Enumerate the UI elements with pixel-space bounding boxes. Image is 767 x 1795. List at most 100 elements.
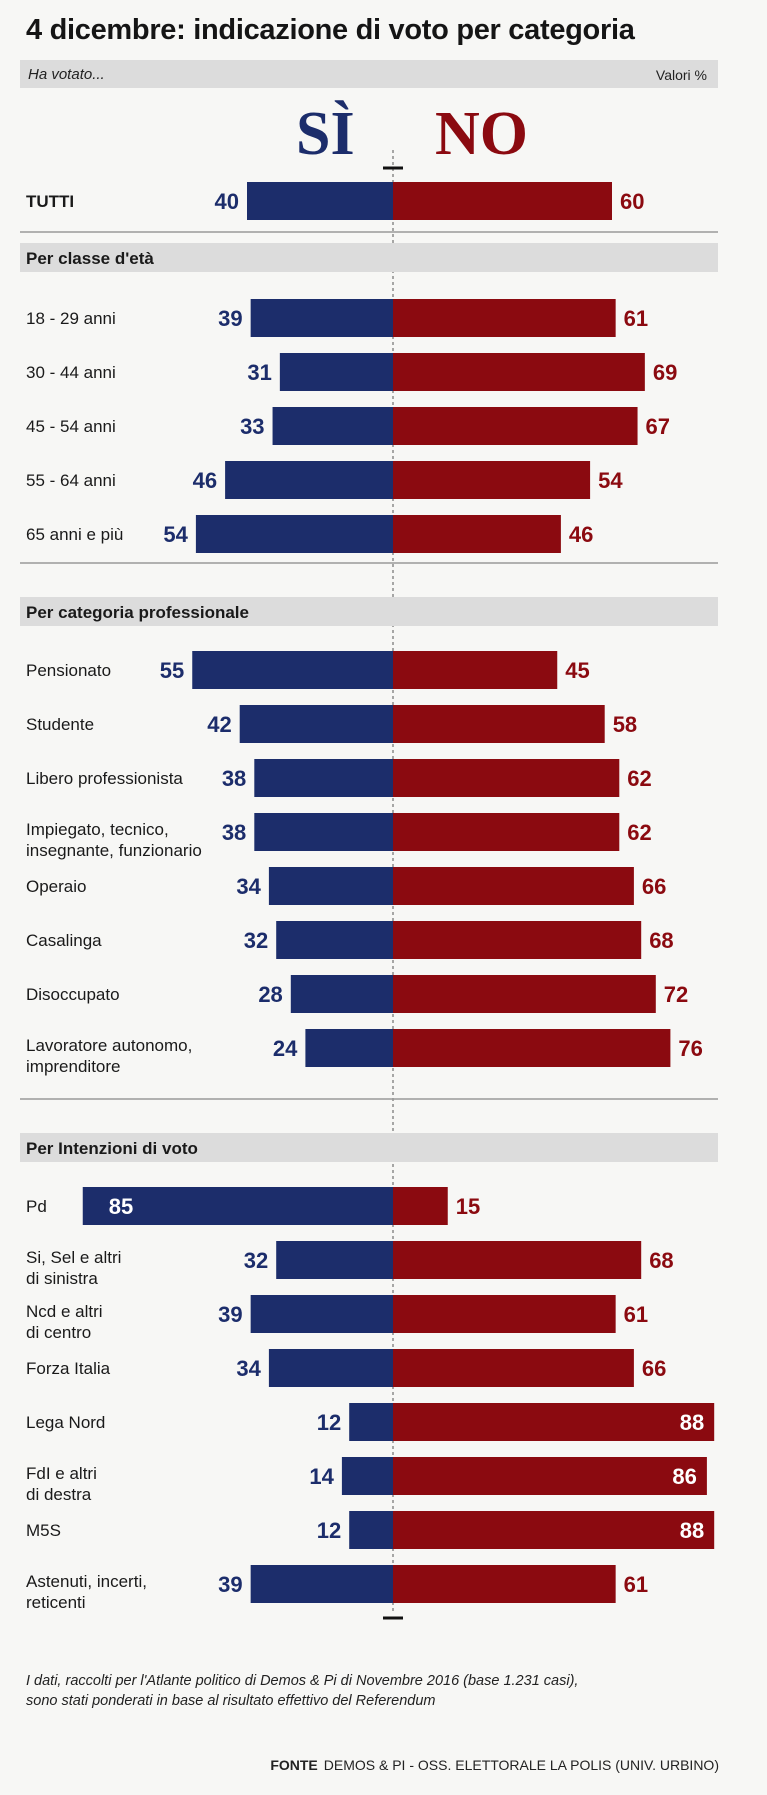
- group-age-header-bar: [20, 243, 718, 272]
- legend-yes: SÌ: [296, 100, 355, 168]
- bar-no: [393, 651, 558, 689]
- bar-yes: [250, 299, 393, 337]
- bar-no: [393, 813, 620, 851]
- bar-no: [393, 182, 612, 220]
- value-yes: 39: [218, 1572, 242, 1597]
- value-yes: 32: [244, 1248, 268, 1273]
- value-no: 61: [624, 306, 648, 331]
- bar-no: [393, 1403, 715, 1441]
- bar-no: [393, 1029, 671, 1067]
- unit-label: Valori %: [655, 67, 707, 83]
- source: FONTE DEMOS & PI - OSS. ELETTORALE LA POL…: [270, 1757, 719, 1773]
- value-no: 68: [649, 928, 673, 953]
- value-no: 68: [649, 1248, 673, 1273]
- group-profession-title: Per categoria professionale: [26, 603, 249, 622]
- value-no: 66: [642, 1356, 666, 1381]
- value-yes: 31: [247, 360, 271, 385]
- bar-yes: [82, 1187, 393, 1225]
- bar-yes: [272, 407, 393, 445]
- category-label: Libero professionista: [26, 769, 183, 788]
- value-yes: 55: [160, 658, 184, 683]
- value-yes: 24: [273, 1036, 298, 1061]
- value-no: 69: [653, 360, 677, 385]
- value-yes: 34: [236, 1356, 261, 1381]
- value-no: 54: [598, 468, 623, 493]
- bar-yes: [305, 1029, 393, 1067]
- value-yes: 39: [218, 1302, 242, 1327]
- value-no: 88: [680, 1518, 704, 1543]
- bar-yes: [349, 1511, 393, 1549]
- bar-yes: [192, 651, 393, 689]
- category-label: Si, Sel e altri: [26, 1248, 121, 1267]
- value-yes: 14: [309, 1464, 334, 1489]
- bar-no: [393, 975, 656, 1013]
- bar-yes: [195, 515, 393, 553]
- bar-yes: [254, 813, 393, 851]
- bar-no: [393, 759, 620, 797]
- value-no: 61: [624, 1302, 648, 1327]
- group-profession-header-bar: [20, 597, 718, 626]
- category-label: Impiegato, tecnico,: [26, 820, 169, 839]
- category-label: Disoccupato: [26, 985, 120, 1004]
- value-no: 46: [569, 522, 593, 547]
- value-yes: 85: [109, 1194, 133, 1219]
- bar-no: [393, 867, 634, 905]
- group-age-title: Per classe d'età: [26, 249, 154, 268]
- category-label: TUTTI: [26, 192, 74, 211]
- chart-title: 4 dicembre: indicazione di voto per cate…: [26, 14, 635, 46]
- footnote-line-1: I dati, raccolti per l'Atlante politico …: [26, 1673, 579, 1689]
- bar-no: [393, 353, 645, 391]
- group-voting-intention-header-bar: [20, 1133, 718, 1162]
- category-label: reticenti: [26, 1593, 86, 1612]
- category-label: Pd: [26, 1197, 47, 1216]
- bar-no: [393, 1565, 616, 1603]
- bar-no: [393, 705, 605, 743]
- bar-no: [393, 1187, 448, 1225]
- value-no: 72: [664, 982, 688, 1007]
- category-label: Pensionato: [26, 661, 111, 680]
- value-yes: 54: [163, 522, 188, 547]
- bar-no: [393, 461, 591, 499]
- bar-yes: [225, 461, 393, 499]
- subtitle: Ha votato...: [28, 66, 105, 83]
- bar-no: [393, 1241, 642, 1279]
- category-label: di destra: [26, 1485, 92, 1504]
- value-yes: 33: [240, 414, 264, 439]
- value-no: 66: [642, 874, 666, 899]
- category-label: M5S: [26, 1521, 61, 1540]
- bar-no: [393, 1457, 707, 1495]
- value-yes: 46: [193, 468, 217, 493]
- diverging-bar-chart: 40 60 TUTTI Per classe d'età 39 61 18 - 29 ann…: [20, 150, 718, 1620]
- bar-no: [393, 1349, 634, 1387]
- category-label: Casalinga: [26, 931, 102, 950]
- category-label: Astenuti, incerti,: [26, 1572, 147, 1591]
- value-no: 62: [627, 766, 651, 791]
- value-yes: 38: [222, 820, 246, 845]
- bar-no: [393, 407, 638, 445]
- bar-yes: [268, 867, 393, 905]
- value-yes: 34: [236, 874, 261, 899]
- bar-no: [393, 921, 642, 959]
- bar-no: [393, 1511, 715, 1549]
- category-label: 18 - 29 anni: [26, 309, 116, 328]
- category-label: Operaio: [26, 877, 86, 896]
- group-voting-intention-title: Per Intenzioni di voto: [26, 1139, 198, 1158]
- bar-no: [393, 515, 561, 553]
- category-label: Forza Italia: [26, 1359, 111, 1378]
- value-no: 60: [620, 189, 644, 214]
- value-yes: 28: [258, 982, 282, 1007]
- footnote: I dati, raccolti per l'Atlante politico …: [26, 1671, 726, 1711]
- value-no: 61: [624, 1572, 648, 1597]
- category-label: di centro: [26, 1323, 91, 1342]
- bar-yes: [349, 1403, 393, 1441]
- category-label: Studente: [26, 715, 94, 734]
- category-label: Ncd e altri: [26, 1302, 103, 1321]
- subtitle-bar: [20, 60, 718, 88]
- value-yes: 38: [222, 766, 246, 791]
- bar-yes: [268, 1349, 393, 1387]
- category-label: imprenditore: [26, 1057, 121, 1076]
- category-label: FdI e altri: [26, 1464, 97, 1483]
- value-no: 15: [456, 1194, 480, 1219]
- bar-no: [393, 299, 616, 337]
- source-label: FONTE: [270, 1757, 318, 1773]
